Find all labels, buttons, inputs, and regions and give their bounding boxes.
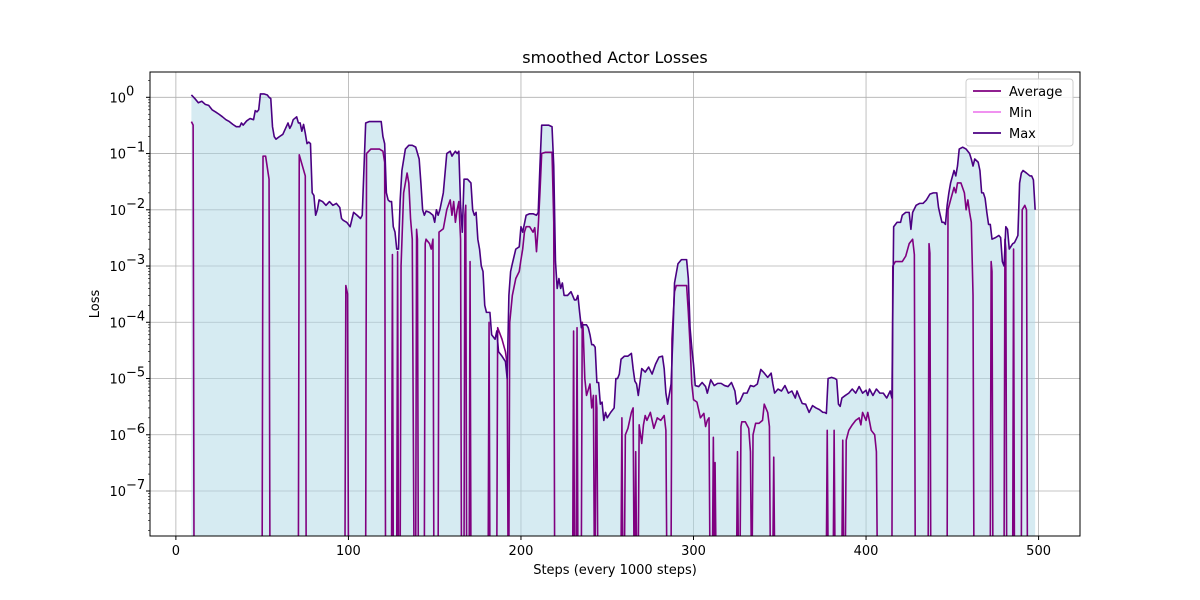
legend-box xyxy=(965,78,1074,147)
y-tick-label: 10 xyxy=(109,485,126,500)
y-axis-label: Loss xyxy=(88,290,103,319)
y-tick-label: 10 xyxy=(109,148,126,163)
min-max-fill xyxy=(191,93,1036,536)
y-tick-label: 10 xyxy=(109,373,126,388)
y-tick-exponent: −3 xyxy=(126,253,145,268)
y-tick-label: 10 xyxy=(109,260,126,275)
y-tick-exponent: −4 xyxy=(126,309,145,324)
x-tick-label: 300 xyxy=(681,544,706,559)
x-tick-label: 200 xyxy=(509,544,534,559)
plot-frame xyxy=(149,71,1081,537)
x-axis-label: Steps (every 1000 steps) xyxy=(533,563,697,578)
y-tick-exponent: −7 xyxy=(126,478,145,493)
legend-label-max: Max xyxy=(1009,127,1036,142)
series-max-line xyxy=(190,93,1036,422)
y-tick-label: 10 xyxy=(109,316,126,331)
y-tick-label: 10 xyxy=(109,204,126,219)
y-tick-label: 10 xyxy=(109,429,126,444)
chart-title: smoothed Actor Losses xyxy=(522,48,707,67)
x-tick-label: 0 xyxy=(172,544,180,559)
y-tick-label: 10 xyxy=(109,91,126,106)
x-tick-label: 100 xyxy=(336,544,361,559)
y-tick-exponent: −6 xyxy=(126,422,145,437)
legend-label-min: Min xyxy=(1009,106,1032,121)
plot-area xyxy=(190,93,1036,536)
y-tick-exponent: −5 xyxy=(126,366,145,381)
y-tick-exponent: −2 xyxy=(126,197,145,212)
x-tick-label: 400 xyxy=(854,544,879,559)
y-tick-exponent: 0 xyxy=(126,84,134,99)
x-tick-label: 500 xyxy=(1026,544,1051,559)
y-tick-exponent: −1 xyxy=(126,141,145,156)
legend-label-average: Average xyxy=(1009,85,1062,100)
